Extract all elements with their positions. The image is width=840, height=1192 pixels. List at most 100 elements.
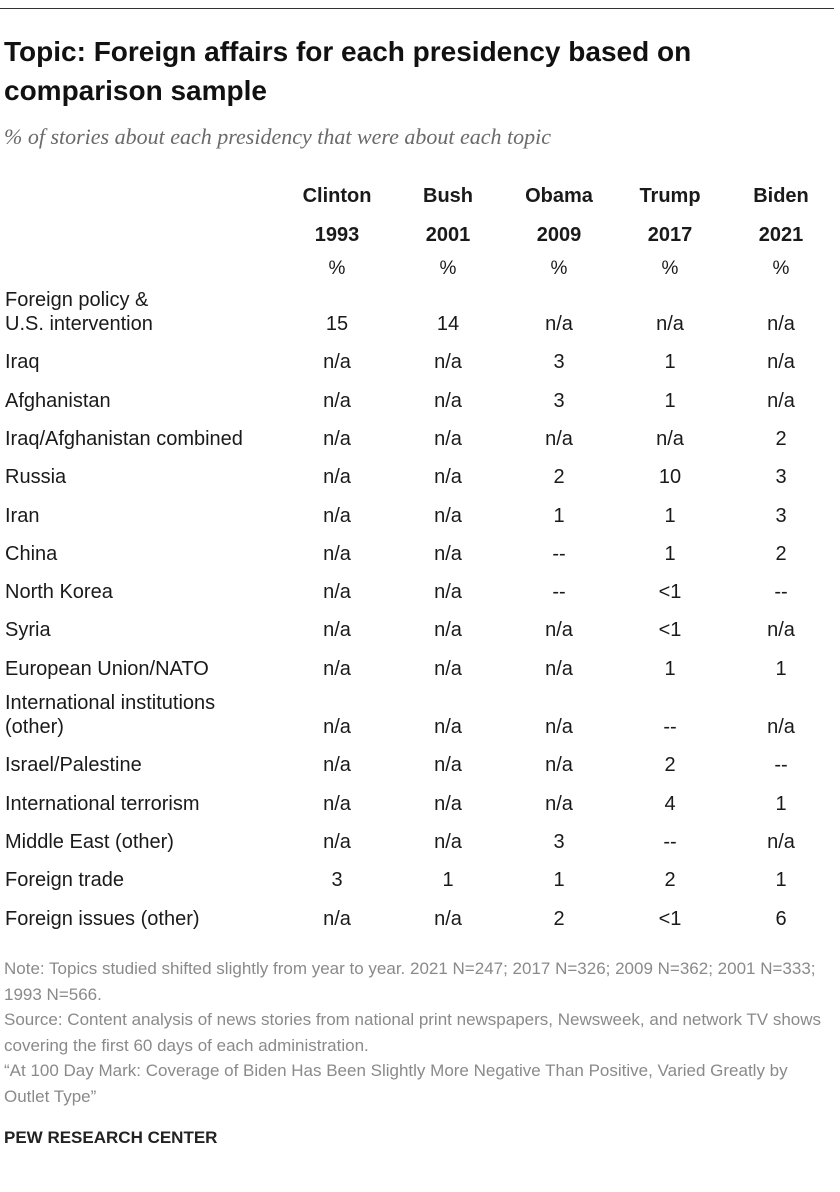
column-unit: % xyxy=(439,258,457,279)
pew-logo-text: PEW RESEARCH CENTER xyxy=(4,1128,218,1147)
table-cell: 3 xyxy=(331,869,343,891)
table-cell: n/a xyxy=(545,428,573,450)
table-cell: n/a xyxy=(434,466,462,488)
table-cell: 1 xyxy=(775,869,787,891)
table-cell: 1 xyxy=(664,543,676,565)
row-label: China xyxy=(5,543,58,565)
column-header: Trump 2017% xyxy=(615,184,725,280)
table-cell: n/a xyxy=(545,716,573,738)
table-cell: n/a xyxy=(767,716,795,738)
table-cell: n/a xyxy=(323,716,351,738)
row-label: Middle East (other) xyxy=(5,831,174,853)
table-cell: 1 xyxy=(664,505,676,527)
report-title: “At 100 Day Mark: Coverage of Biden Has … xyxy=(4,1061,788,1106)
column-unit: % xyxy=(772,258,790,279)
table-cell: n/a xyxy=(323,908,351,930)
column-header: Clinton 1993% xyxy=(282,184,392,280)
table-cell: 1 xyxy=(775,793,787,815)
column-name: Bush xyxy=(423,185,473,207)
table-cell: n/a xyxy=(323,793,351,815)
table-cell: 1 xyxy=(664,390,676,412)
table-cell: n/a xyxy=(545,658,573,680)
table-cell: 3 xyxy=(775,466,787,488)
row-label: European Union/NATO xyxy=(5,658,209,680)
table-cell: 1 xyxy=(664,658,676,680)
table-cell: 1 xyxy=(553,869,565,891)
table-cell: 1 xyxy=(775,658,787,680)
table-cell: n/a xyxy=(323,351,351,373)
table-cell: n/a xyxy=(767,313,795,335)
table-cell: 2 xyxy=(775,543,787,565)
table-cell: 10 xyxy=(658,466,682,488)
row-label: U.S. intervention xyxy=(5,313,153,335)
column-unit: % xyxy=(661,258,679,279)
column-name: Trump xyxy=(639,185,701,207)
table-cell: n/a xyxy=(323,658,351,680)
column-header: Bush 2001% xyxy=(393,184,503,280)
table-cell: n/a xyxy=(323,581,351,603)
table-cell: 3 xyxy=(553,351,565,373)
column-name: Obama xyxy=(525,185,593,207)
table-cell: 1 xyxy=(442,869,454,891)
row-label: Afghanistan xyxy=(5,390,111,412)
table-cell: n/a xyxy=(545,619,573,641)
table-cell: n/a xyxy=(434,716,462,738)
column-year: 2021 xyxy=(758,224,804,246)
column-year: 1993 xyxy=(314,224,360,246)
row-label: Foreign trade xyxy=(5,869,124,891)
column-unit: % xyxy=(550,258,568,279)
table-cell: 4 xyxy=(664,793,676,815)
notes-block: Note: Topics studied shifted slightly fr… xyxy=(4,956,834,1109)
table-cell: n/a xyxy=(323,619,351,641)
table-cell: n/a xyxy=(434,831,462,853)
table-cell: -- xyxy=(552,543,566,565)
table-cell: n/a xyxy=(323,831,351,853)
table-cell: <1 xyxy=(658,581,682,603)
table-cell: 2 xyxy=(553,908,565,930)
table-cell: n/a xyxy=(434,505,462,527)
table-cell: 2 xyxy=(664,869,676,891)
table-cell: n/a xyxy=(656,313,684,335)
table-cell: n/a xyxy=(767,390,795,412)
column-header: Biden 2021% xyxy=(726,184,836,280)
table-cell: n/a xyxy=(434,390,462,412)
row-label: North Korea xyxy=(5,581,113,603)
row-label: Syria xyxy=(5,619,51,641)
table-cell: n/a xyxy=(434,428,462,450)
row-label: Foreign issues (other) xyxy=(5,908,200,930)
table-cell: 14 xyxy=(436,313,460,335)
table-cell: n/a xyxy=(323,466,351,488)
row-label: Iraq xyxy=(5,351,40,373)
table-cell: 2 xyxy=(775,428,787,450)
table-cell: 2 xyxy=(664,754,676,776)
table-cell: n/a xyxy=(323,390,351,412)
table-cell: 15 xyxy=(325,313,349,335)
table-cell: n/a xyxy=(323,428,351,450)
table-cell: <1 xyxy=(658,908,682,930)
row-label: International institutions xyxy=(5,692,216,714)
table-cell: -- xyxy=(774,581,788,603)
table-cell: 3 xyxy=(775,505,787,527)
row-label: Iraq/Afghanistan combined xyxy=(5,428,243,450)
table-cell: n/a xyxy=(434,658,462,680)
table-cell: n/a xyxy=(767,619,795,641)
table-cell: n/a xyxy=(434,619,462,641)
table-cell: 1 xyxy=(664,351,676,373)
table-cell: -- xyxy=(552,581,566,603)
table-cell: n/a xyxy=(434,581,462,603)
table-cell: n/a xyxy=(767,831,795,853)
table-cell: 3 xyxy=(553,390,565,412)
row-label: Russia xyxy=(5,466,67,488)
table-cell: n/a xyxy=(545,754,573,776)
table-cell: n/a xyxy=(545,793,573,815)
column-unit: % xyxy=(328,258,346,279)
table-cell: n/a xyxy=(767,351,795,373)
chart-title: Topic: Foreign affairs for each presiden… xyxy=(4,36,692,106)
table-cell: -- xyxy=(663,831,677,853)
table-cell: n/a xyxy=(434,543,462,565)
table-cell: <1 xyxy=(658,619,682,641)
row-label: International terrorism xyxy=(5,793,200,815)
row-label: Iran xyxy=(5,505,40,527)
table-cell: n/a xyxy=(434,908,462,930)
table-cell: n/a xyxy=(656,428,684,450)
